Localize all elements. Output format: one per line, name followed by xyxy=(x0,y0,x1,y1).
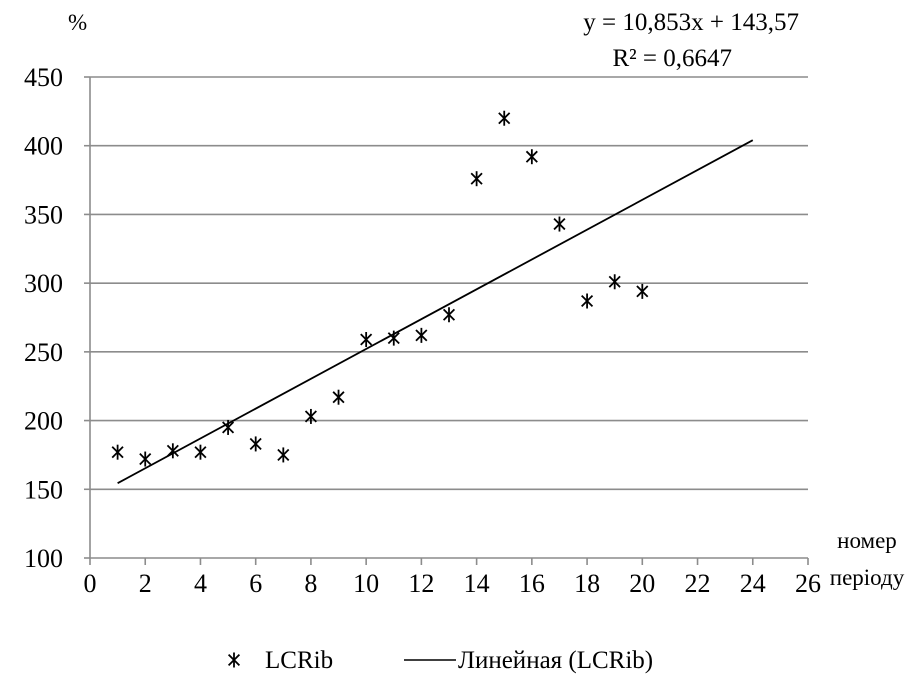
legend-asterisk-icon xyxy=(227,652,241,668)
y-tick-label: 450 xyxy=(24,63,63,92)
trendline-group xyxy=(117,139,754,484)
data-point xyxy=(442,307,456,323)
data-point xyxy=(111,444,124,460)
x-tick-label: 8 xyxy=(304,569,317,598)
data-point xyxy=(194,444,207,460)
data-point xyxy=(277,447,290,463)
x-tick-labels: 0 2 4 6 8 10 12 14 16 18 20 22 24 26 xyxy=(84,569,822,598)
x-axis-label-line1: номер xyxy=(837,528,897,553)
data-point xyxy=(636,283,649,299)
data-point xyxy=(415,327,428,343)
data-point xyxy=(581,293,594,309)
x-tick-label: 18 xyxy=(574,569,600,598)
legend-label-trendline: Линейная (LCRib) xyxy=(458,647,653,674)
y-tick-label: 150 xyxy=(24,475,63,504)
x-tick-label: 24 xyxy=(740,569,766,598)
data-point xyxy=(166,443,179,459)
x-tick-label: 2 xyxy=(139,569,152,598)
y-tick-label: 400 xyxy=(24,132,63,161)
data-point xyxy=(249,436,262,452)
x-tick-label: 22 xyxy=(685,569,711,598)
trendline-equation: y = 10,853x + 143,57 xyxy=(583,9,799,36)
data-point xyxy=(470,171,483,187)
data-points xyxy=(111,110,649,467)
x-tick-label: 4 xyxy=(194,569,207,598)
gridlines xyxy=(90,76,808,491)
data-point xyxy=(304,408,317,424)
x-axis-label-line2: періоду xyxy=(830,565,905,590)
x-tick-label: 0 xyxy=(84,569,97,598)
y-tick-label: 300 xyxy=(24,269,63,298)
trendline-r-squared: R² = 0,6647 xyxy=(612,45,732,72)
x-tick-label: 20 xyxy=(629,569,655,598)
data-point xyxy=(608,274,621,290)
data-point xyxy=(553,216,566,232)
y-tick-label: 350 xyxy=(24,200,63,229)
legend-label-lcrib: LCRib xyxy=(265,647,333,674)
x-tick-label: 14 xyxy=(464,569,490,598)
axes xyxy=(84,76,809,565)
legend-marker-lcrib xyxy=(227,652,241,668)
data-point xyxy=(387,330,400,346)
data-point xyxy=(222,419,235,435)
data-point xyxy=(139,451,152,467)
x-tick-label: 12 xyxy=(408,569,434,598)
legend: LCRib Линейная (LCRib) xyxy=(227,647,653,674)
y-tick-label: 200 xyxy=(24,407,63,436)
y-tick-label: 250 xyxy=(24,338,63,367)
x-tick-label: 16 xyxy=(519,569,545,598)
data-point xyxy=(360,331,373,347)
data-point xyxy=(525,149,538,165)
y-tick-label: 100 xyxy=(24,544,63,573)
y-tick-labels: 100 150 200 250 300 350 400 450 xyxy=(24,63,63,573)
trendline xyxy=(117,139,754,484)
x-tick-label: 26 xyxy=(795,569,821,598)
x-tick-label: 6 xyxy=(249,569,262,598)
data-point xyxy=(332,389,345,405)
data-point xyxy=(498,110,511,126)
y-axis-label: % xyxy=(68,10,87,35)
x-tick-label: 10 xyxy=(353,569,379,598)
